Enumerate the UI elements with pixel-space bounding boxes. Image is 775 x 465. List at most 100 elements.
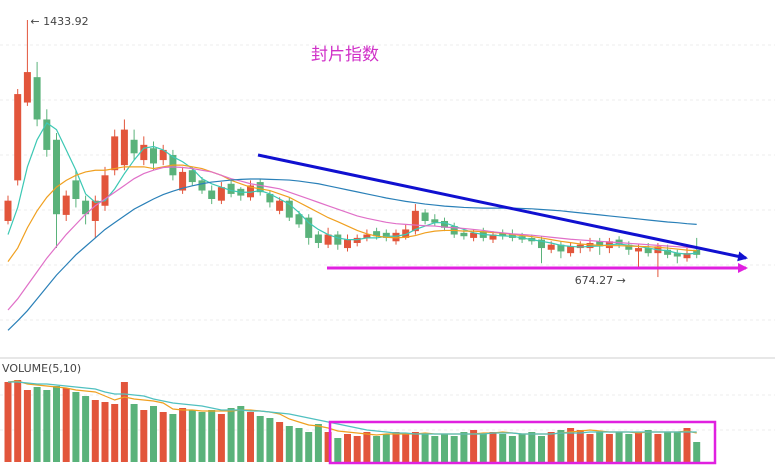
volume-bar xyxy=(227,408,235,462)
volume-bar xyxy=(140,410,148,462)
candle-body xyxy=(411,210,419,232)
candle-body xyxy=(285,200,293,218)
volume-bar xyxy=(470,430,478,462)
candle-body xyxy=(179,171,187,191)
candle-body xyxy=(499,232,507,237)
volume-bar xyxy=(644,430,652,462)
volume-bar xyxy=(120,382,128,462)
volume-bar xyxy=(130,404,138,462)
volume-bar xyxy=(247,412,254,462)
candle-body xyxy=(198,180,206,191)
candle-body xyxy=(547,244,555,250)
volume-bar xyxy=(256,416,264,462)
volume-bar xyxy=(625,434,633,462)
volume-bar xyxy=(605,434,613,462)
candle-body xyxy=(470,232,478,238)
candle-body xyxy=(188,170,196,183)
volume-bar xyxy=(411,432,419,462)
candle-body xyxy=(421,212,429,221)
volume-bar xyxy=(111,404,119,462)
volume-bar xyxy=(266,418,274,462)
candle-body xyxy=(159,149,167,161)
candle-body xyxy=(91,200,99,221)
volume-bar xyxy=(489,432,497,462)
volume-bar xyxy=(557,430,565,462)
plot-area xyxy=(4,19,701,462)
ma-line xyxy=(7,380,697,436)
candle-body xyxy=(635,248,642,252)
candle-body xyxy=(120,129,128,166)
volume-bar xyxy=(33,387,41,462)
trend-line xyxy=(257,153,748,262)
candle-body xyxy=(33,77,41,120)
volume-bar xyxy=(683,428,691,462)
volume-bar xyxy=(14,380,22,462)
candle-body xyxy=(62,195,70,215)
candle-body xyxy=(324,234,332,245)
volume-bar xyxy=(276,422,284,462)
volume-bar xyxy=(62,388,70,462)
volume-bar xyxy=(392,432,400,462)
candle-body xyxy=(460,232,468,237)
volume-bar xyxy=(421,434,429,462)
volume-bar xyxy=(431,436,439,462)
volume-bar xyxy=(693,442,701,462)
candle-body xyxy=(305,217,313,238)
candle-body xyxy=(266,193,274,203)
volume-bar xyxy=(538,436,545,462)
volume-bar xyxy=(508,436,516,462)
candle-body xyxy=(140,144,148,161)
volume-bar xyxy=(82,396,90,462)
candle-body xyxy=(392,232,400,242)
candle-body xyxy=(227,183,235,194)
volume-bar xyxy=(654,434,662,462)
candle-body xyxy=(353,237,361,243)
candle-body xyxy=(402,229,410,238)
volume-bar xyxy=(305,432,313,462)
volume-bar xyxy=(499,434,507,462)
volume-bar xyxy=(159,412,167,462)
min-label: 674.27 → xyxy=(575,274,626,287)
candle-body xyxy=(334,234,342,245)
candle-body xyxy=(82,200,90,215)
volume-bar xyxy=(198,412,206,462)
ma-line xyxy=(7,121,697,255)
candle-body xyxy=(130,139,138,154)
candle-body xyxy=(363,234,371,238)
volume-bar xyxy=(23,390,31,462)
candle-body xyxy=(683,253,691,259)
volume-bar xyxy=(363,432,371,462)
volume-bar xyxy=(334,438,342,462)
volume-bar xyxy=(596,432,604,462)
volume-bar xyxy=(295,428,303,462)
ma-line xyxy=(8,381,697,435)
candle-body xyxy=(489,234,497,240)
candle-body xyxy=(567,246,575,254)
candle-body xyxy=(586,242,594,249)
candle-body xyxy=(43,119,51,150)
ma-line xyxy=(7,178,697,331)
volume-bar xyxy=(150,406,157,462)
volume-bar xyxy=(72,392,80,462)
ma-line xyxy=(7,164,697,262)
candle-body xyxy=(557,244,565,252)
candle-body xyxy=(538,239,545,249)
candle-body xyxy=(247,185,254,198)
volume-bar xyxy=(441,434,448,462)
volume-bar xyxy=(4,382,12,462)
volume-bar xyxy=(576,430,584,462)
volume-bar xyxy=(450,436,458,462)
candle-body xyxy=(644,248,652,254)
volume-bar xyxy=(673,432,681,462)
candle-body xyxy=(382,232,390,238)
chart-title: 封片指数 xyxy=(311,45,379,65)
volume-bar xyxy=(188,410,196,462)
volume-bar xyxy=(479,434,487,462)
volume-bar xyxy=(91,400,99,462)
volume-bar xyxy=(53,386,60,462)
volume-bar xyxy=(314,424,322,462)
candle-body xyxy=(53,139,60,215)
candle-body xyxy=(23,72,31,103)
